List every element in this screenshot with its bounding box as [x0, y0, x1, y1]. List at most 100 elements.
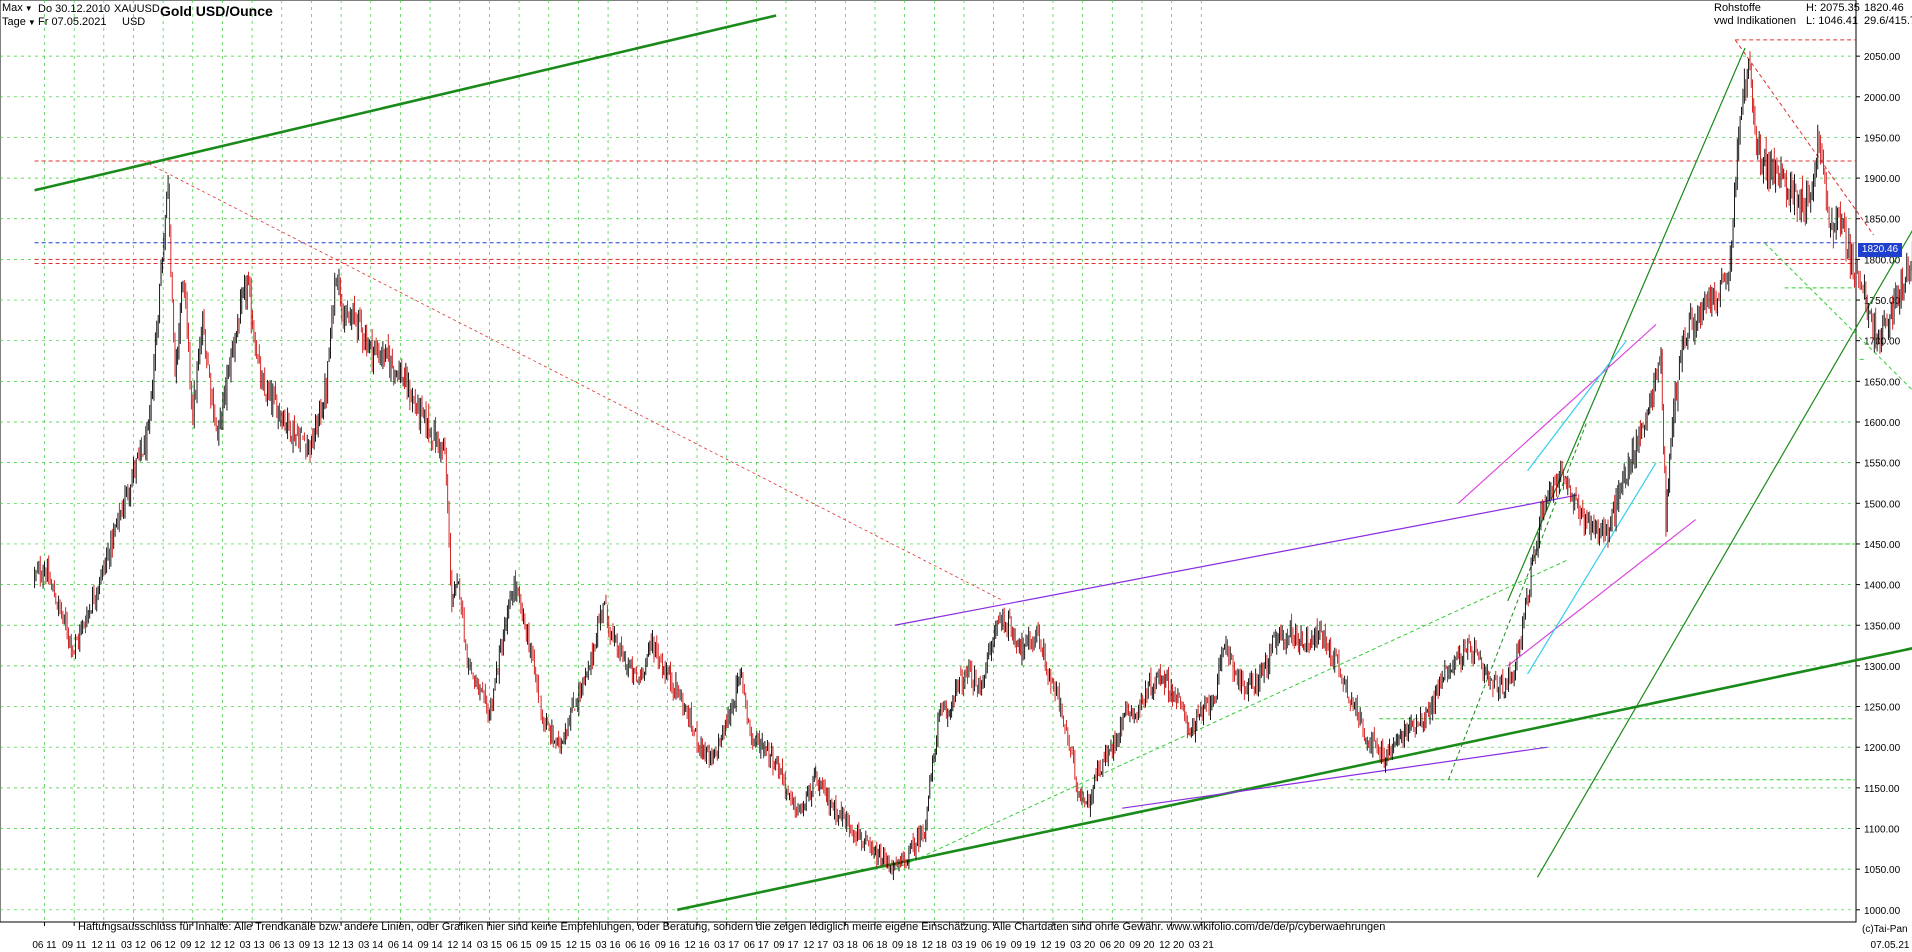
y-tick-label: 1000.00	[1864, 906, 1901, 917]
x-tick-label: 12 17	[803, 940, 828, 951]
trend-line	[894, 494, 1578, 626]
y-tick-label: 1750.00	[1864, 296, 1901, 307]
range-dropdown-label: Max	[2, 2, 23, 14]
x-tick-label: 09 18	[892, 940, 917, 951]
chevron-down-icon: ▼	[27, 18, 36, 27]
plot-frame	[0, 0, 1857, 923]
x-tick-label: 06 13	[269, 940, 294, 951]
x-tick-label: 06 19	[981, 940, 1006, 951]
y-tick-label: 1650.00	[1864, 377, 1901, 388]
symbol: XAUUSD	[114, 3, 160, 15]
trend-line-magenta	[1457, 323, 1657, 504]
x-tick-label: 06 17	[744, 940, 769, 951]
x-tick-label: 06 11	[32, 940, 57, 951]
x-tick-label: 03 17	[714, 940, 739, 951]
x-tick-label: 09 20	[1129, 940, 1154, 951]
trend-line-dotted	[1764, 242, 1912, 391]
extra-stat: 29.6/415.7	[1864, 15, 1912, 27]
x-tick-label: 03 14	[358, 940, 383, 951]
y-tick-label: 1600.00	[1864, 418, 1901, 429]
trend-line	[1122, 746, 1548, 809]
copyright-text: (c)Tai-Pan	[1862, 924, 1908, 935]
date-from: Do 30.12.2010	[38, 3, 111, 15]
current-price-tag: 1820.46	[1858, 243, 1902, 257]
x-tick-label: 12 20	[1159, 940, 1184, 951]
trend-line-magenta	[1507, 519, 1696, 667]
x-tick-label: 03 20	[1070, 940, 1095, 951]
x-tick-label: 09 17	[774, 940, 799, 951]
x-tick-label: 06 20	[1100, 940, 1125, 951]
trend-line-dotted	[1447, 421, 1588, 780]
x-tick-label: 12 16	[685, 940, 710, 951]
period-dropdown-label: Tage	[2, 16, 26, 28]
y-tick-label: 1900.00	[1864, 174, 1901, 185]
x-tick-label: 06 12	[151, 940, 176, 951]
y-tick-label: 1850.00	[1864, 215, 1901, 226]
low-label: L: 1046.41	[1806, 15, 1858, 27]
x-tick-label: 03 16	[596, 940, 621, 951]
y-tick-label: 1950.00	[1864, 133, 1901, 144]
trend-line	[1536, 230, 1912, 878]
last-price-header: 1820.46	[1864, 2, 1904, 14]
period-dropdown[interactable]: Tage ▼	[2, 16, 36, 28]
x-tick-label: 09 13	[299, 940, 324, 951]
x-tick-label: 03 15	[477, 940, 502, 951]
chevron-down-icon: ▼	[24, 4, 33, 13]
chart-title: Gold USD/Ounce	[160, 3, 273, 19]
y-tick-label: 1250.00	[1864, 703, 1901, 714]
trend-line	[34, 14, 777, 192]
x-tick-label: 03 21	[1189, 940, 1214, 951]
y-tick-label: 1800.00	[1864, 255, 1901, 266]
category-label: Rohstoffe	[1714, 2, 1761, 14]
x-tick-label: 03 18	[833, 940, 858, 951]
y-tick-label: 1300.00	[1864, 662, 1901, 673]
y-tick-label: 1400.00	[1864, 581, 1901, 592]
x-tick-label: 06 18	[862, 940, 887, 951]
currency: USD	[122, 16, 146, 28]
high-label: H: 2075.35	[1806, 2, 1860, 14]
x-tick-label: 03 12	[121, 940, 146, 951]
y-tick-label: 1150.00	[1864, 784, 1900, 795]
x-tick-label: 09 12	[180, 940, 205, 951]
trend-line-dotted	[894, 559, 1568, 870]
x-tick-label: 06 15	[507, 940, 532, 951]
range-dropdown[interactable]: Max ▼	[2, 2, 33, 14]
x-tick-label: 06 16	[625, 940, 650, 951]
y-tick-label: 1100.00	[1864, 825, 1900, 836]
x-tick-label: 12 14	[447, 940, 472, 951]
y-tick-label: 2050.00	[1864, 52, 1901, 63]
x-tick-label: 12 13	[329, 940, 354, 951]
x-end-label: 07.05.21	[1871, 940, 1910, 951]
trend-line-cyan	[1527, 340, 1627, 472]
trend-line-dotted	[143, 160, 1004, 602]
y-tick-label: 1700.00	[1864, 337, 1901, 348]
x-tick-label: 03 13	[240, 940, 265, 951]
x-tick-label: 12 11	[92, 940, 117, 951]
x-tick-label: 09 16	[655, 940, 680, 951]
x-tick-label: 09 19	[1011, 940, 1036, 951]
y-tick-label: 1200.00	[1864, 743, 1901, 754]
trend-line-cyan	[1527, 462, 1657, 675]
y-tick-label: 1350.00	[1864, 621, 1901, 632]
y-tick-label: 1450.00	[1864, 540, 1901, 551]
y-tick-label: 1050.00	[1864, 865, 1901, 876]
trend-line-dotted	[1734, 39, 1874, 236]
x-tick-label: 09 15	[536, 940, 561, 951]
x-tick-label: 09 14	[418, 940, 443, 951]
y-tick-label: 2000.00	[1864, 93, 1901, 104]
x-tick-label: 06 14	[388, 940, 413, 951]
disclaimer-text: Haftungsausschluss für Inhalte: Alle Tre…	[78, 921, 1386, 933]
x-tick-label: 12 19	[1040, 940, 1065, 951]
x-tick-label: 09 11	[62, 940, 87, 951]
y-tick-label: 1500.00	[1864, 499, 1901, 510]
x-tick-label: 12 18	[922, 940, 947, 951]
trend-line	[1507, 47, 1746, 602]
x-tick-label: 12 12	[210, 940, 235, 951]
source-label: vwd Indikationen	[1714, 15, 1796, 27]
x-tick-label: 03 19	[951, 940, 976, 951]
x-tick-label: 12 15	[566, 940, 591, 951]
date-to: Fr 07.05.2021	[38, 16, 107, 28]
y-tick-label: 1550.00	[1864, 459, 1901, 470]
